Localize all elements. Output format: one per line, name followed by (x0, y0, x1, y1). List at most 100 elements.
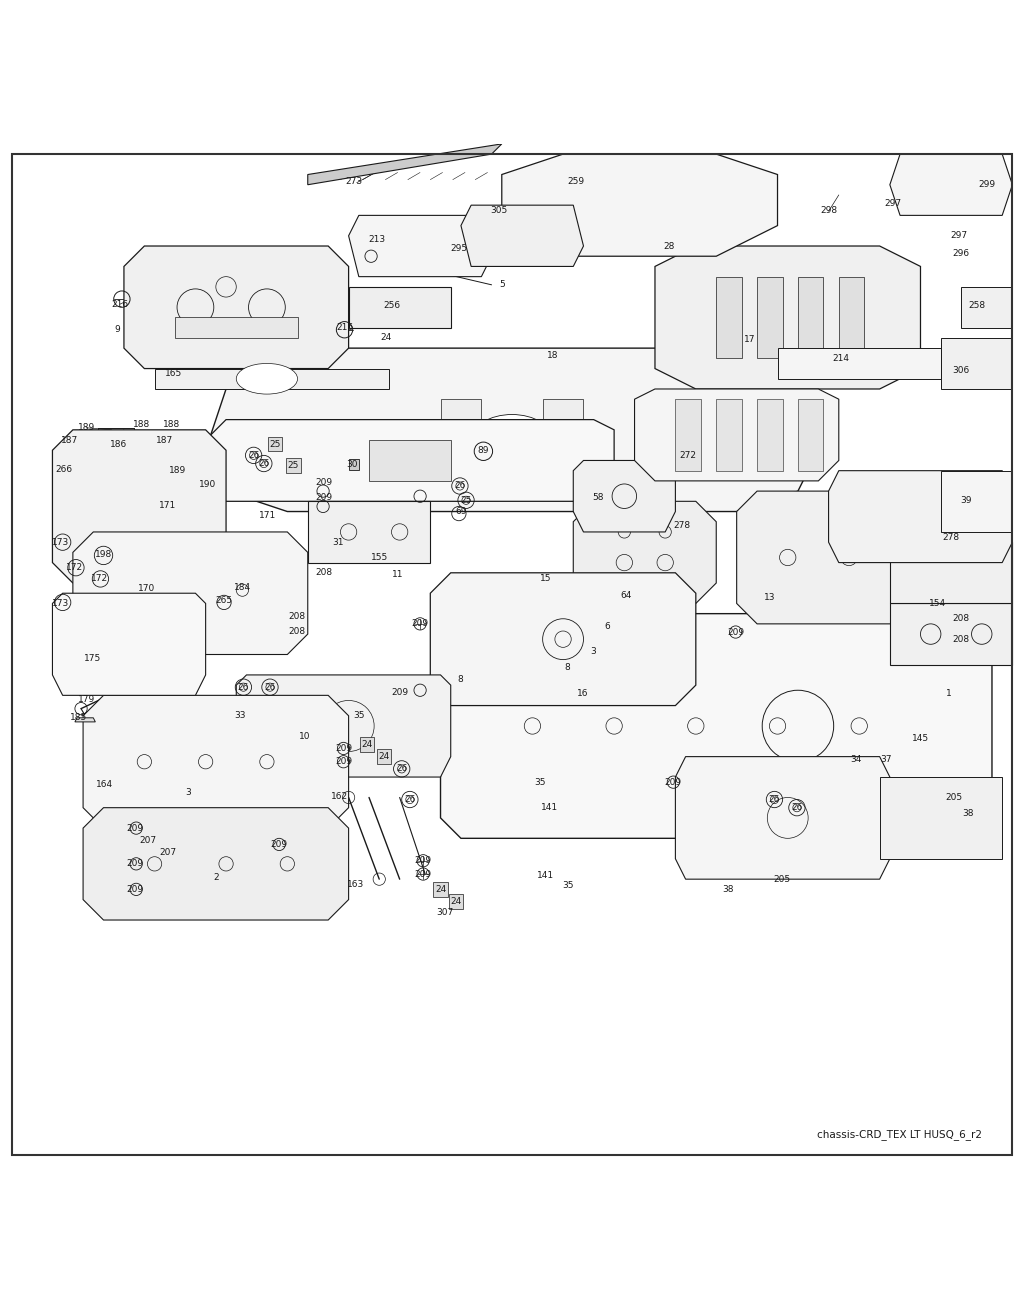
Text: 154: 154 (930, 600, 946, 607)
Text: 26: 26 (238, 683, 249, 691)
Text: 188: 188 (133, 420, 150, 429)
Polygon shape (676, 757, 890, 880)
Text: 26: 26 (264, 683, 275, 691)
Polygon shape (175, 318, 298, 338)
Text: 190: 190 (199, 480, 216, 490)
Text: 26: 26 (396, 764, 408, 774)
Text: 163: 163 (347, 880, 365, 889)
Polygon shape (287, 458, 301, 473)
Polygon shape (377, 750, 391, 763)
Text: 64: 64 (621, 590, 632, 600)
Text: 162: 162 (331, 792, 348, 801)
Text: 299: 299 (978, 181, 995, 190)
Polygon shape (890, 603, 1013, 665)
Text: 141: 141 (542, 804, 558, 812)
Text: 265: 265 (215, 596, 232, 605)
Text: 296: 296 (952, 249, 970, 258)
Text: 24: 24 (435, 885, 446, 894)
Polygon shape (73, 531, 308, 654)
Text: 37: 37 (880, 755, 892, 764)
Text: 24: 24 (361, 740, 373, 749)
Text: 209: 209 (127, 885, 143, 894)
Text: 35: 35 (353, 711, 365, 720)
Polygon shape (348, 287, 451, 327)
Polygon shape (83, 695, 348, 829)
Text: 256: 256 (383, 301, 400, 310)
Polygon shape (655, 246, 921, 389)
Text: 189: 189 (78, 423, 95, 432)
Text: 209: 209 (127, 823, 143, 833)
Text: 295: 295 (451, 243, 468, 253)
Text: 307: 307 (436, 908, 454, 918)
Text: 8: 8 (457, 674, 463, 683)
Text: 187: 187 (156, 436, 173, 445)
Polygon shape (308, 144, 502, 185)
Polygon shape (440, 614, 992, 838)
Text: 213: 213 (369, 236, 386, 245)
Text: 165: 165 (165, 369, 182, 378)
Text: 205: 205 (773, 874, 791, 884)
Text: 297: 297 (885, 199, 901, 208)
Text: 11: 11 (392, 571, 403, 580)
Text: 10: 10 (299, 732, 310, 741)
Text: 266: 266 (55, 465, 73, 474)
Text: 306: 306 (952, 367, 970, 376)
Text: 31: 31 (333, 538, 344, 547)
Polygon shape (430, 573, 696, 706)
Text: 141: 141 (538, 870, 554, 880)
Polygon shape (716, 276, 741, 359)
Text: 207: 207 (160, 848, 176, 857)
Text: 259: 259 (567, 177, 585, 186)
Polygon shape (206, 420, 614, 501)
Polygon shape (155, 369, 389, 389)
Text: 39: 39 (961, 496, 972, 505)
Text: 173: 173 (52, 538, 70, 547)
Text: 208: 208 (952, 635, 970, 644)
Text: 1: 1 (946, 689, 952, 698)
Text: 209: 209 (270, 840, 288, 850)
Text: 9: 9 (114, 325, 120, 334)
Text: 24: 24 (379, 753, 390, 761)
Text: 26: 26 (455, 482, 466, 491)
Polygon shape (798, 276, 823, 359)
Text: 26: 26 (258, 459, 269, 469)
Text: 172: 172 (91, 575, 108, 584)
Text: 273: 273 (345, 177, 362, 186)
Text: 164: 164 (96, 780, 113, 789)
Text: 189: 189 (169, 466, 186, 475)
Text: 24: 24 (381, 334, 392, 343)
Text: 26: 26 (404, 795, 416, 804)
Text: 278: 278 (942, 533, 959, 542)
Text: 258: 258 (968, 301, 985, 310)
Text: 209: 209 (415, 856, 432, 865)
Polygon shape (828, 471, 1013, 563)
Text: 38: 38 (723, 885, 734, 894)
Text: 184: 184 (233, 583, 251, 592)
Text: 187: 187 (61, 436, 79, 445)
Polygon shape (359, 737, 374, 751)
Text: 3: 3 (590, 647, 596, 656)
Text: 209: 209 (415, 869, 432, 878)
Text: 305: 305 (490, 206, 507, 215)
Polygon shape (941, 471, 1013, 531)
Text: 207: 207 (139, 836, 156, 844)
Text: 186: 186 (111, 440, 127, 449)
Text: 175: 175 (84, 654, 101, 664)
Text: 198: 198 (95, 550, 113, 559)
Text: 185: 185 (71, 713, 88, 723)
Text: 58: 58 (592, 492, 603, 501)
Text: 272: 272 (679, 450, 696, 459)
Text: 208: 208 (288, 627, 305, 635)
Polygon shape (52, 429, 226, 583)
Text: 155: 155 (371, 552, 388, 562)
Text: 13: 13 (764, 593, 775, 602)
Polygon shape (461, 206, 584, 267)
Polygon shape (369, 440, 451, 480)
Text: 35: 35 (562, 881, 573, 890)
Text: 209: 209 (391, 687, 409, 696)
Polygon shape (502, 154, 777, 257)
Text: 89: 89 (477, 446, 489, 454)
Polygon shape (736, 491, 992, 624)
Text: 209: 209 (335, 744, 352, 753)
Text: 209: 209 (412, 619, 429, 628)
